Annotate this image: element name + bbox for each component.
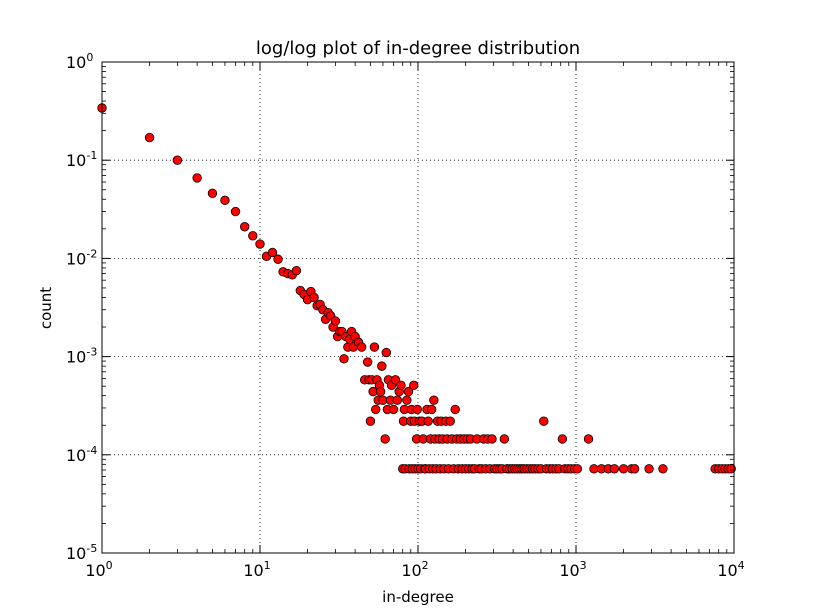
data-point: [377, 361, 387, 371]
data-point: [144, 132, 155, 143]
y-tick-label: 10-5: [66, 542, 97, 563]
chart-title: log/log plot of in-degree distribution: [256, 38, 580, 59]
data-point: [539, 416, 549, 426]
x-tick-exponent: 3: [580, 559, 587, 572]
plot-frame: [101, 61, 735, 554]
data-point: [248, 231, 258, 241]
data-point: [426, 404, 437, 415]
data-point: [365, 416, 376, 426]
x-tick-exponent: 1: [264, 559, 271, 572]
data-point: [388, 404, 399, 415]
y-tick-exponent: -5: [86, 542, 97, 555]
y-tick-label: 100: [66, 51, 93, 72]
y-tick-label: 10-1: [66, 149, 97, 170]
data-point: [572, 464, 583, 474]
data-point: [339, 354, 349, 364]
data-point: [499, 434, 510, 444]
x-tick-exponent: 4: [738, 559, 745, 572]
data-point: [392, 395, 403, 405]
data-point: [230, 206, 241, 217]
data-point: [409, 380, 419, 391]
data-point: [629, 464, 640, 474]
x-tick-label: 103: [559, 559, 586, 580]
data-point: [192, 173, 202, 183]
data-point: [412, 404, 423, 415]
data-point: [429, 395, 439, 405]
data-point: [658, 464, 668, 474]
x-tick-labels: 100 101 102 103 104: [85, 559, 744, 580]
data-point: [371, 404, 381, 415]
data-point: [309, 292, 319, 303]
x-tick-exponent: 0: [106, 559, 113, 572]
data-point: [267, 247, 278, 258]
grid-lines: [102, 62, 734, 553]
data-point: [356, 342, 367, 352]
data-point: [644, 464, 654, 474]
data-point: [207, 188, 218, 199]
y-tick-label: 10-4: [66, 444, 97, 465]
y-tick-exponent: 0: [86, 51, 93, 64]
data-point: [396, 380, 406, 391]
x-tick-label: 104: [717, 559, 744, 580]
data-point: [402, 395, 412, 405]
data-point: [583, 434, 594, 444]
data-point: [220, 195, 230, 206]
data-points: [97, 103, 736, 474]
x-tick-label: 101: [243, 559, 270, 580]
x-tick-label: 100: [85, 559, 112, 580]
data-point: [403, 386, 414, 397]
data-point: [375, 386, 386, 397]
data-point: [445, 416, 455, 426]
data-point: [450, 404, 460, 415]
x-tick-label: 102: [401, 559, 428, 580]
y-tick-exponent: -3: [86, 346, 97, 359]
data-point: [557, 434, 568, 444]
data-point: [381, 347, 391, 358]
y-tick-labels: 10-5 10-4 10-3 10-2 10-1 100: [66, 51, 97, 563]
data-point: [390, 375, 401, 385]
data-point: [487, 434, 497, 444]
data-point: [609, 464, 620, 474]
y-tick-exponent: -1: [86, 149, 97, 162]
data-point: [273, 254, 283, 264]
data-point: [362, 357, 373, 367]
y-tick-exponent: -2: [86, 247, 97, 260]
y-tick-exponent: -4: [86, 444, 97, 457]
data-point: [291, 265, 302, 276]
data-point: [380, 434, 390, 444]
data-point: [330, 316, 341, 326]
data-point: [172, 155, 183, 165]
data-point: [255, 239, 265, 249]
data-point: [239, 222, 250, 232]
x-axis-label: in-degree: [382, 588, 454, 606]
data-point: [618, 464, 629, 474]
x-tick-exponent: 2: [422, 559, 429, 572]
axis-ticks: [101, 61, 735, 554]
data-point: [369, 342, 380, 352]
data-point: [423, 416, 433, 426]
y-tick-label: 10-3: [66, 346, 97, 367]
y-axis-label: count: [37, 287, 55, 329]
y-tick-label: 10-2: [66, 247, 97, 268]
